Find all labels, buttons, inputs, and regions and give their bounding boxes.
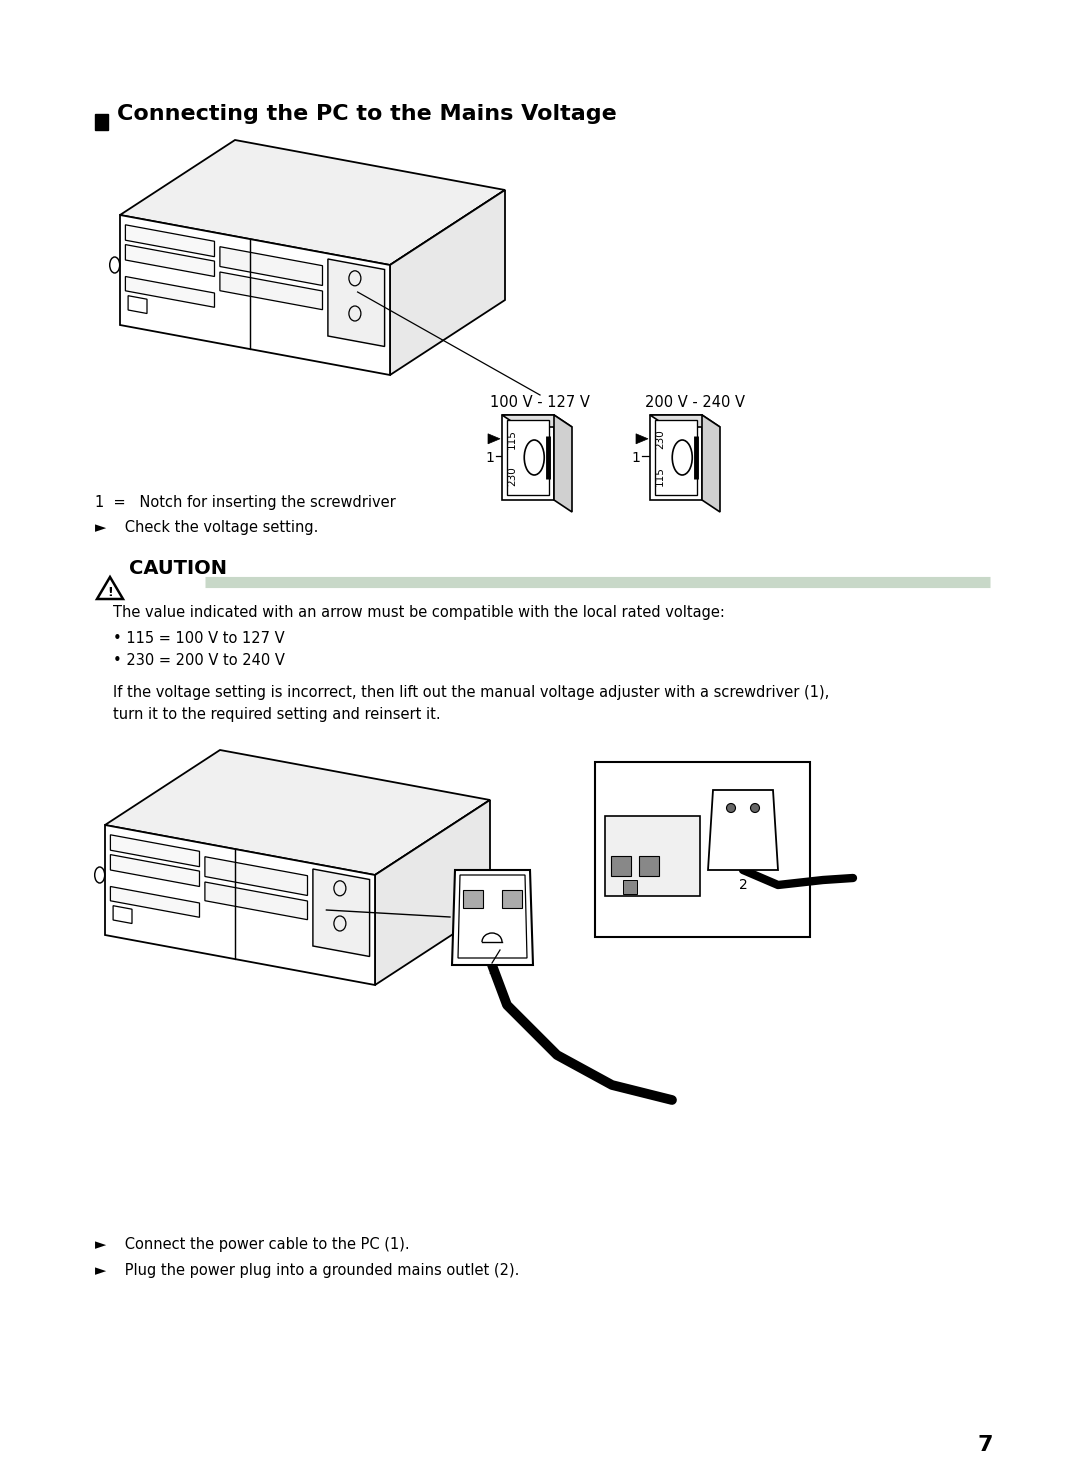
Text: 1: 1 <box>486 452 495 465</box>
Text: 1: 1 <box>632 452 640 465</box>
Polygon shape <box>120 215 390 375</box>
Polygon shape <box>105 825 375 986</box>
Bar <box>654 421 697 496</box>
Polygon shape <box>125 225 215 257</box>
Polygon shape <box>205 883 308 919</box>
Bar <box>639 856 659 877</box>
Polygon shape <box>110 836 200 866</box>
Text: 2: 2 <box>739 878 747 891</box>
Polygon shape <box>702 415 720 512</box>
Polygon shape <box>105 750 490 875</box>
Polygon shape <box>220 247 323 285</box>
Polygon shape <box>708 790 778 869</box>
Bar <box>95 113 108 129</box>
Polygon shape <box>110 887 200 918</box>
Polygon shape <box>453 869 534 965</box>
Polygon shape <box>375 800 490 986</box>
Text: 230: 230 <box>654 430 665 449</box>
Bar <box>463 890 483 908</box>
Polygon shape <box>390 190 505 265</box>
Text: 1: 1 <box>487 964 497 977</box>
Polygon shape <box>502 415 554 500</box>
Bar <box>623 880 637 894</box>
Bar <box>595 762 810 937</box>
Polygon shape <box>488 434 500 444</box>
Polygon shape <box>120 140 505 265</box>
Polygon shape <box>650 415 720 427</box>
Text: !: ! <box>107 585 113 599</box>
Polygon shape <box>125 277 215 307</box>
Polygon shape <box>113 906 132 924</box>
Bar <box>502 890 522 908</box>
Text: 100 V - 127 V: 100 V - 127 V <box>490 394 590 409</box>
Text: If the voltage setting is incorrect, then lift out the manual voltage adjuster w: If the voltage setting is incorrect, the… <box>113 684 829 700</box>
Text: • 230 = 200 V to 240 V: • 230 = 200 V to 240 V <box>113 653 285 668</box>
Text: 200 V - 240 V: 200 V - 240 V <box>645 394 745 409</box>
Polygon shape <box>125 244 215 277</box>
Polygon shape <box>129 296 147 313</box>
Bar <box>507 421 549 496</box>
Polygon shape <box>502 415 572 427</box>
Text: 115: 115 <box>507 430 517 449</box>
Text: 115: 115 <box>654 466 665 485</box>
Text: 7: 7 <box>977 1436 993 1455</box>
Polygon shape <box>205 856 308 896</box>
Ellipse shape <box>751 803 759 812</box>
Polygon shape <box>650 415 702 500</box>
Polygon shape <box>390 190 505 375</box>
Polygon shape <box>313 869 369 956</box>
Text: ►    Check the voltage setting.: ► Check the voltage setting. <box>95 519 319 534</box>
Text: 230: 230 <box>507 466 517 485</box>
Text: ►    Connect the power cable to the PC (1).: ► Connect the power cable to the PC (1). <box>95 1237 409 1252</box>
Ellipse shape <box>727 803 735 812</box>
Text: turn it to the required setting and reinsert it.: turn it to the required setting and rein… <box>113 706 441 721</box>
Text: • 115 = 100 V to 127 V: • 115 = 100 V to 127 V <box>113 631 285 646</box>
Polygon shape <box>220 272 323 310</box>
Text: CAUTION: CAUTION <box>129 559 227 578</box>
Polygon shape <box>110 855 200 887</box>
Polygon shape <box>328 259 384 347</box>
Text: The value indicated with an arrow must be compatible with the local rated voltag: The value indicated with an arrow must b… <box>113 605 725 619</box>
Bar <box>605 816 700 896</box>
Text: Connecting the PC to the Mains Voltage: Connecting the PC to the Mains Voltage <box>117 104 617 124</box>
Polygon shape <box>636 434 648 444</box>
Text: ►    Plug the power plug into a grounded mains outlet (2).: ► Plug the power plug into a grounded ma… <box>95 1262 519 1277</box>
Bar <box>611 856 631 877</box>
Polygon shape <box>554 415 572 512</box>
Polygon shape <box>375 800 490 875</box>
Text: 1  =   Notch for inserting the screwdriver: 1 = Notch for inserting the screwdriver <box>95 494 395 509</box>
